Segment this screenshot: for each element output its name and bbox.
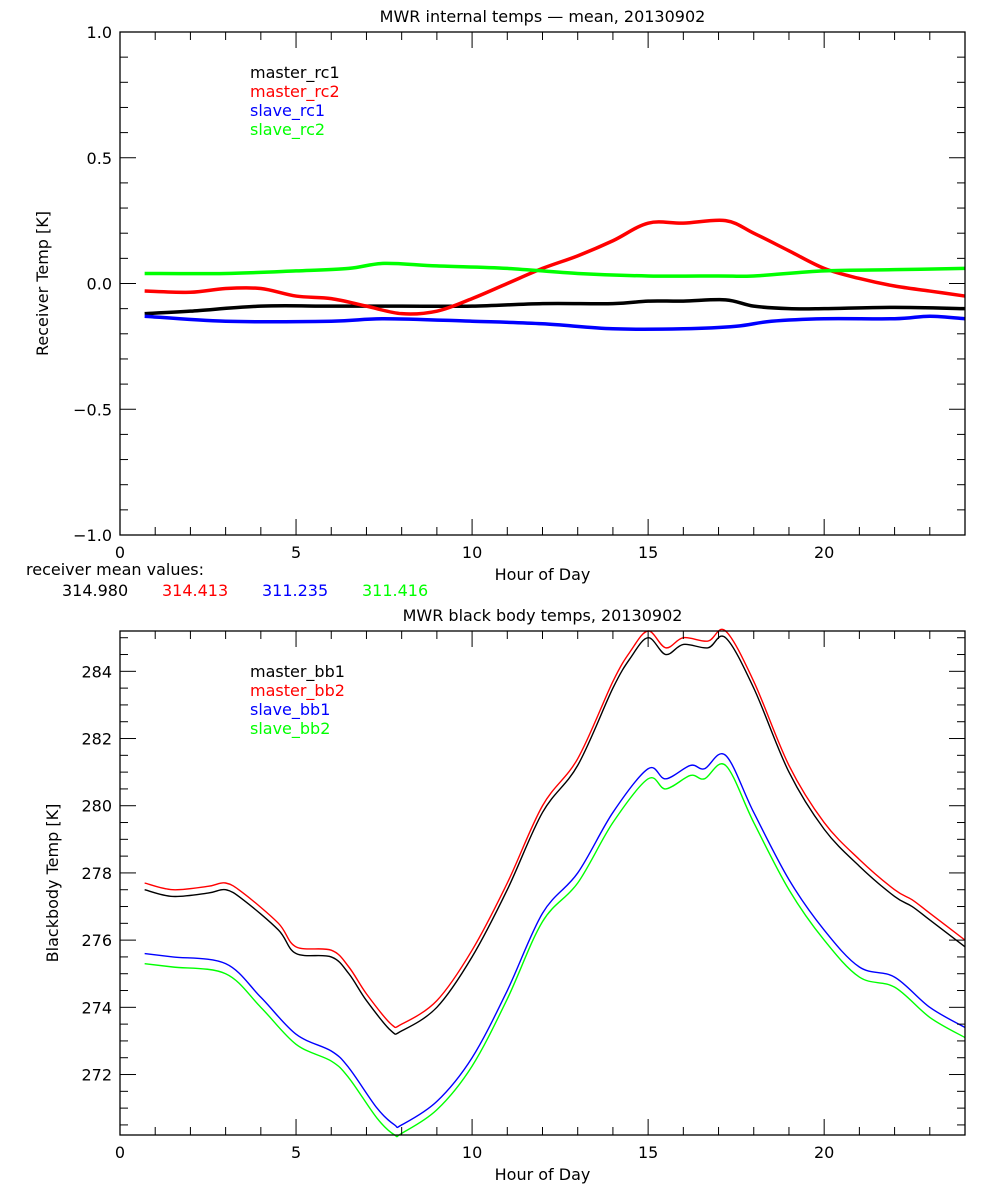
y-tick-label: 0.0 <box>87 275 112 294</box>
series-line-slave_rc2 <box>144 261 966 279</box>
mean-value: 311.235 <box>262 581 328 600</box>
plot-frame <box>119 31 966 536</box>
legend-entry-master_bb2: master_bb2 <box>250 681 345 701</box>
y-tick-label: 276 <box>81 931 112 950</box>
y-tick-label: 278 <box>81 864 112 883</box>
series-line-slave_bb2 <box>144 763 966 1138</box>
legend-entry-master_rc2: master_rc2 <box>250 82 340 102</box>
plot-frame <box>119 630 966 1136</box>
series-line-slave_rc1 <box>144 314 966 332</box>
x-tick-label: 5 <box>291 1143 301 1162</box>
mean-value: 311.416 <box>362 581 428 600</box>
series-line-master_rc2 <box>144 218 966 316</box>
y-tick-label: 282 <box>81 730 112 749</box>
x-tick-label: 15 <box>638 1143 658 1162</box>
chart-title: MWR black body temps, 20130902 <box>403 606 683 625</box>
mean-value: 314.980 <box>62 581 128 600</box>
x-axis-label: Hour of Day <box>495 565 591 584</box>
series-line-master_bb2 <box>144 628 966 1029</box>
chart-title: MWR internal temps — mean, 20130902 <box>380 7 706 26</box>
y-tick-label: 1.0 <box>87 23 112 42</box>
x-tick-label: 0 <box>115 543 125 562</box>
x-tick-label: 5 <box>291 543 301 562</box>
x-axis-label: Hour of Day <box>495 1165 591 1184</box>
legend-entry-slave_bb1: slave_bb1 <box>250 700 330 720</box>
legend-entry-master_rc1: master_rc1 <box>250 63 340 83</box>
y-tick-label: 272 <box>81 1066 112 1085</box>
x-tick-label: 20 <box>814 543 834 562</box>
x-tick-label: 10 <box>462 1143 482 1162</box>
legend-entry-master_bb1: master_bb1 <box>250 662 345 682</box>
x-tick-label: 20 <box>814 1143 834 1162</box>
legend-entry-slave_rc1: slave_rc1 <box>250 101 325 121</box>
mean-value: 314.413 <box>162 581 228 600</box>
x-tick-label: 10 <box>462 543 482 562</box>
y-tick-label: −0.5 <box>73 400 112 419</box>
y-axis-label: Receiver Temp [K] <box>33 211 52 356</box>
x-tick-label: 0 <box>115 1143 125 1162</box>
series-line-slave_bb1 <box>144 753 966 1129</box>
series-line-master_bb1 <box>144 635 966 1035</box>
y-tick-label: 274 <box>81 998 112 1017</box>
y-tick-label: −1.0 <box>73 526 112 545</box>
y-axis-label: Blackbody Temp [K] <box>43 804 62 963</box>
mean-values-label: receiver mean values: <box>26 560 204 579</box>
y-tick-label: 284 <box>81 662 112 681</box>
x-tick-label: 15 <box>638 543 658 562</box>
y-tick-label: 280 <box>81 797 112 816</box>
legend-entry-slave_rc2: slave_rc2 <box>250 120 325 140</box>
series-line-master_rc1 <box>144 297 966 316</box>
legend-entry-slave_bb2: slave_bb2 <box>250 719 330 739</box>
y-tick-label: 0.5 <box>87 149 112 168</box>
